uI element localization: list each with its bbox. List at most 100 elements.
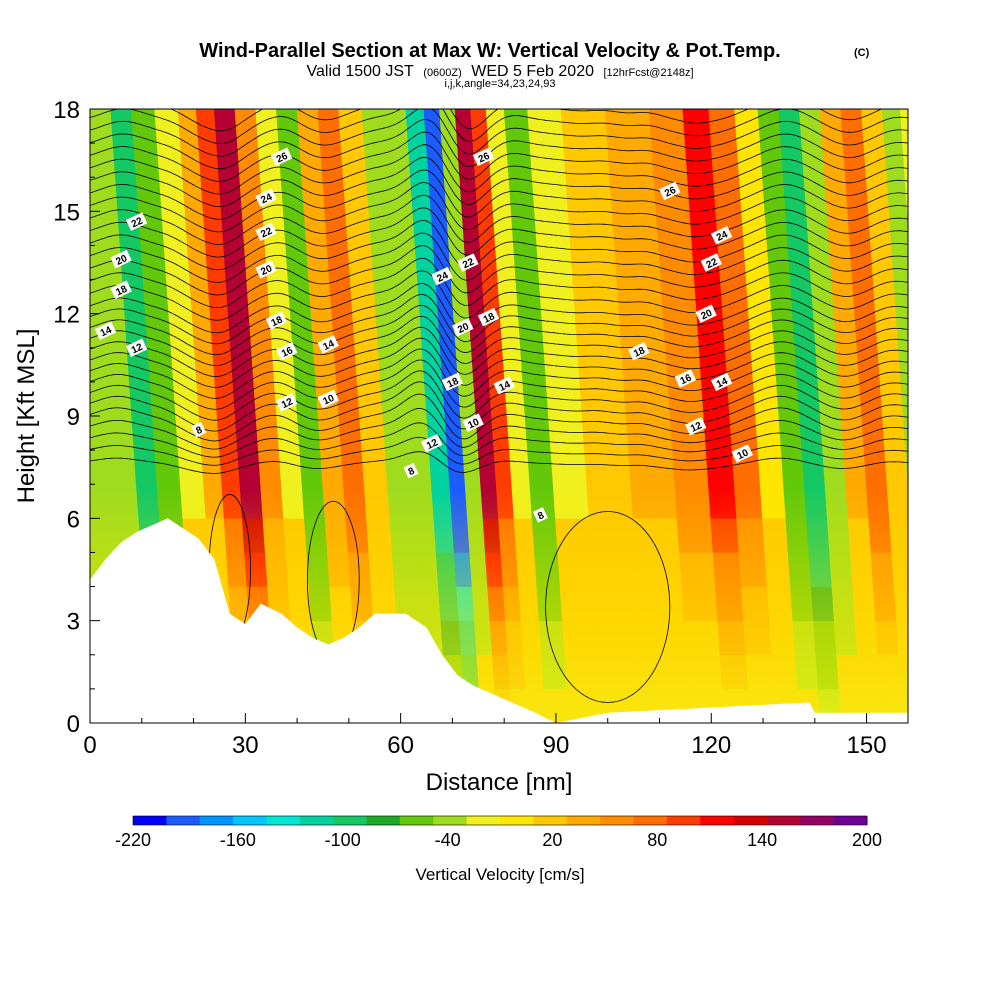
theta-contour-line (90, 283, 908, 334)
colorbar-tick-label: 80 (647, 830, 667, 850)
colorbar-tick-label: -220 (115, 830, 151, 850)
chart-subtitle: Valid 1500 JST (0600Z) WED 5 Feb 2020 [1… (307, 63, 694, 80)
contour-label-box (685, 416, 707, 436)
contour-label-box (628, 341, 650, 361)
contour-label: 10 (317, 389, 339, 409)
x-tick-label: 60 (387, 732, 414, 759)
theta-contour-line (90, 207, 908, 258)
utc-time-text: (0600Z) (423, 67, 462, 79)
colorbar-tick-label: -100 (325, 830, 361, 850)
theta-contour-line (90, 393, 908, 442)
colorbar-swatch (233, 816, 267, 825)
contour-label: 26 (472, 147, 495, 167)
colorbar-tick-label: -40 (435, 830, 461, 850)
contour-label-text: 16 (679, 372, 694, 387)
contour-label-box (125, 338, 148, 358)
contour-label: 20 (110, 249, 132, 269)
contour-label: 24 (255, 188, 277, 207)
velocity-cell (921, 416, 983, 450)
x-axis: 0 30 60 90 120 150 (83, 713, 887, 759)
theta-contour-line (90, 407, 908, 450)
contour-label-text: 14 (321, 338, 336, 353)
velocity-cell (904, 176, 908, 212)
theta-contour-line (90, 257, 908, 309)
forecast-text: [12hrFcst@2148z] (603, 67, 693, 79)
contour-label: 26 (659, 181, 681, 201)
velocity-cell (940, 689, 1000, 723)
contour-label: 14 (317, 335, 339, 354)
contour-label-text: 22 (705, 256, 720, 271)
contour-label-text: 12 (425, 437, 440, 452)
theta-contour-line (90, 270, 908, 321)
contour-label: 8 (191, 421, 207, 438)
contour-label: 18 (441, 372, 464, 392)
contour-label-text: 22 (130, 215, 145, 230)
terrain (90, 518, 908, 723)
contour-label-box (270, 147, 293, 167)
contour-label-box (674, 369, 697, 388)
contour-label-box (472, 147, 495, 167)
contour-label-text: 10 (466, 417, 481, 432)
contour-label-box (431, 266, 453, 286)
theta-contour-line (90, 326, 908, 377)
contour-label-text: 12 (280, 396, 295, 411)
x-tick-label: 30 (232, 732, 259, 759)
contour-label-box (317, 389, 339, 409)
theta-contours (90, 109, 908, 703)
contour-label-box (700, 253, 722, 272)
contour-label-box (403, 462, 419, 479)
contour-label-text: 26 (275, 151, 290, 166)
contour-label-box (191, 421, 207, 438)
theta-contour-line (90, 194, 908, 245)
contour-label-box (457, 253, 479, 272)
contour-label: 22 (700, 253, 722, 272)
contour-label-box (110, 249, 132, 269)
contour-label: 18 (265, 311, 288, 330)
velocity-cell (938, 655, 1000, 689)
colorbar-swatch (566, 816, 601, 825)
contour-label-text: 10 (736, 447, 751, 462)
contour-label-box (452, 318, 474, 337)
contour-label-text: 22 (259, 226, 274, 241)
colorbar-swatch (166, 816, 201, 825)
contour-label-text: 10 (321, 393, 336, 408)
velocity-cell (926, 484, 988, 518)
theta-contour-line (90, 219, 908, 271)
velocity-cell (915, 587, 936, 621)
contour-label-box (255, 188, 277, 207)
contour-label: 16 (276, 341, 298, 361)
theta-contour-line (90, 169, 908, 220)
y-tick-label: 0 (67, 711, 80, 738)
velocity-cell (924, 450, 986, 484)
chart-subtitle-indices: i,j,k,angle=34,23,24,93 (444, 78, 555, 90)
contour-label-text: 12 (689, 420, 704, 435)
y-axis: 0 3 6 9 12 15 18 (53, 97, 100, 738)
contour-label-text: 16 (280, 345, 295, 360)
contour-label: 24 (710, 225, 733, 245)
contour-label-text: 20 (114, 253, 129, 268)
y-tick-label: 18 (53, 97, 80, 124)
velocity-cell (906, 211, 908, 227)
colorbar-tick-label: 20 (542, 830, 562, 850)
contour-label-text: 18 (632, 345, 647, 360)
y-tick-label: 6 (67, 506, 80, 533)
contour-label: 26 (270, 147, 293, 167)
colorbar-swatch (766, 816, 801, 825)
colorbar: -220 -160 -100 -40 20 80 140 200 (115, 815, 882, 850)
contour-label-text: 14 (715, 376, 730, 391)
velocity-cell (912, 280, 974, 314)
theta-contour-line (90, 451, 908, 474)
chart-title: Wind-Parallel Section at Max W: Vertical… (199, 40, 780, 62)
theta-contour-line (90, 422, 908, 458)
contour-label-text: 20 (699, 308, 714, 323)
contour-label-text: 24 (435, 270, 450, 285)
contour-label: 18 (477, 307, 500, 327)
theta-contour-line (90, 144, 908, 195)
velocity-cell (922, 689, 943, 723)
contour-label-box (317, 335, 339, 354)
theta-contour-line (90, 245, 908, 296)
velocity-cell (917, 348, 979, 382)
contour-label: 24 (431, 266, 453, 286)
theta-contour-line (90, 232, 908, 283)
